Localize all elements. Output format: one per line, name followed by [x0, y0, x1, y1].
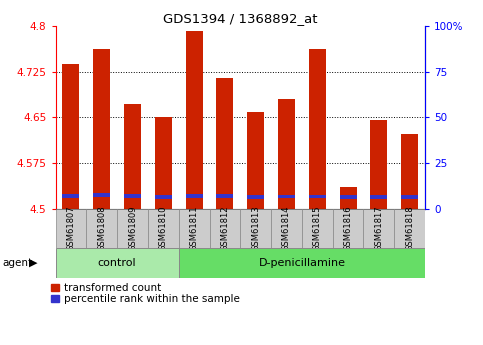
Bar: [216, 78, 233, 209]
Bar: [309, 195, 326, 198]
Bar: [93, 194, 110, 197]
Bar: [302, 209, 333, 248]
Bar: [340, 187, 356, 209]
Bar: [271, 209, 302, 248]
Text: GSM61816: GSM61816: [343, 206, 353, 252]
Text: ▶: ▶: [28, 258, 37, 268]
Bar: [401, 195, 418, 199]
Bar: [210, 209, 240, 248]
Bar: [117, 209, 148, 248]
Bar: [179, 209, 210, 248]
Text: GSM61807: GSM61807: [67, 206, 75, 252]
Text: GSM61809: GSM61809: [128, 206, 137, 251]
Bar: [278, 99, 295, 209]
Bar: [340, 195, 356, 199]
Bar: [179, 248, 425, 278]
Bar: [309, 49, 326, 209]
Text: GSM61812: GSM61812: [220, 206, 229, 251]
Bar: [148, 209, 179, 248]
Bar: [93, 49, 110, 209]
Bar: [124, 194, 141, 198]
Text: GSM61811: GSM61811: [190, 206, 199, 251]
Bar: [124, 104, 141, 209]
Text: agent: agent: [2, 258, 32, 268]
Bar: [216, 194, 233, 198]
Title: GDS1394 / 1368892_at: GDS1394 / 1368892_at: [163, 12, 317, 25]
Bar: [370, 120, 387, 209]
Bar: [370, 195, 387, 199]
Bar: [247, 112, 264, 209]
Bar: [278, 195, 295, 198]
Bar: [62, 194, 79, 198]
Text: D-penicillamine: D-penicillamine: [258, 258, 345, 268]
Bar: [155, 117, 172, 209]
Bar: [247, 195, 264, 199]
Bar: [185, 194, 202, 198]
Text: GSM61814: GSM61814: [282, 206, 291, 251]
Bar: [185, 31, 202, 209]
Text: GSM61817: GSM61817: [374, 206, 384, 252]
Bar: [240, 209, 271, 248]
Bar: [394, 209, 425, 248]
Bar: [86, 209, 117, 248]
Bar: [56, 248, 179, 278]
Text: control: control: [98, 258, 136, 268]
Bar: [401, 134, 418, 209]
Bar: [155, 195, 172, 199]
Bar: [56, 209, 86, 248]
Text: GSM61813: GSM61813: [251, 206, 260, 252]
Text: GSM61815: GSM61815: [313, 206, 322, 251]
Bar: [333, 209, 364, 248]
Text: GSM61808: GSM61808: [97, 206, 106, 252]
Legend: transformed count, percentile rank within the sample: transformed count, percentile rank withi…: [51, 283, 240, 305]
Text: GSM61818: GSM61818: [405, 206, 414, 252]
Text: GSM61810: GSM61810: [159, 206, 168, 251]
Bar: [364, 209, 394, 248]
Bar: [62, 64, 79, 209]
